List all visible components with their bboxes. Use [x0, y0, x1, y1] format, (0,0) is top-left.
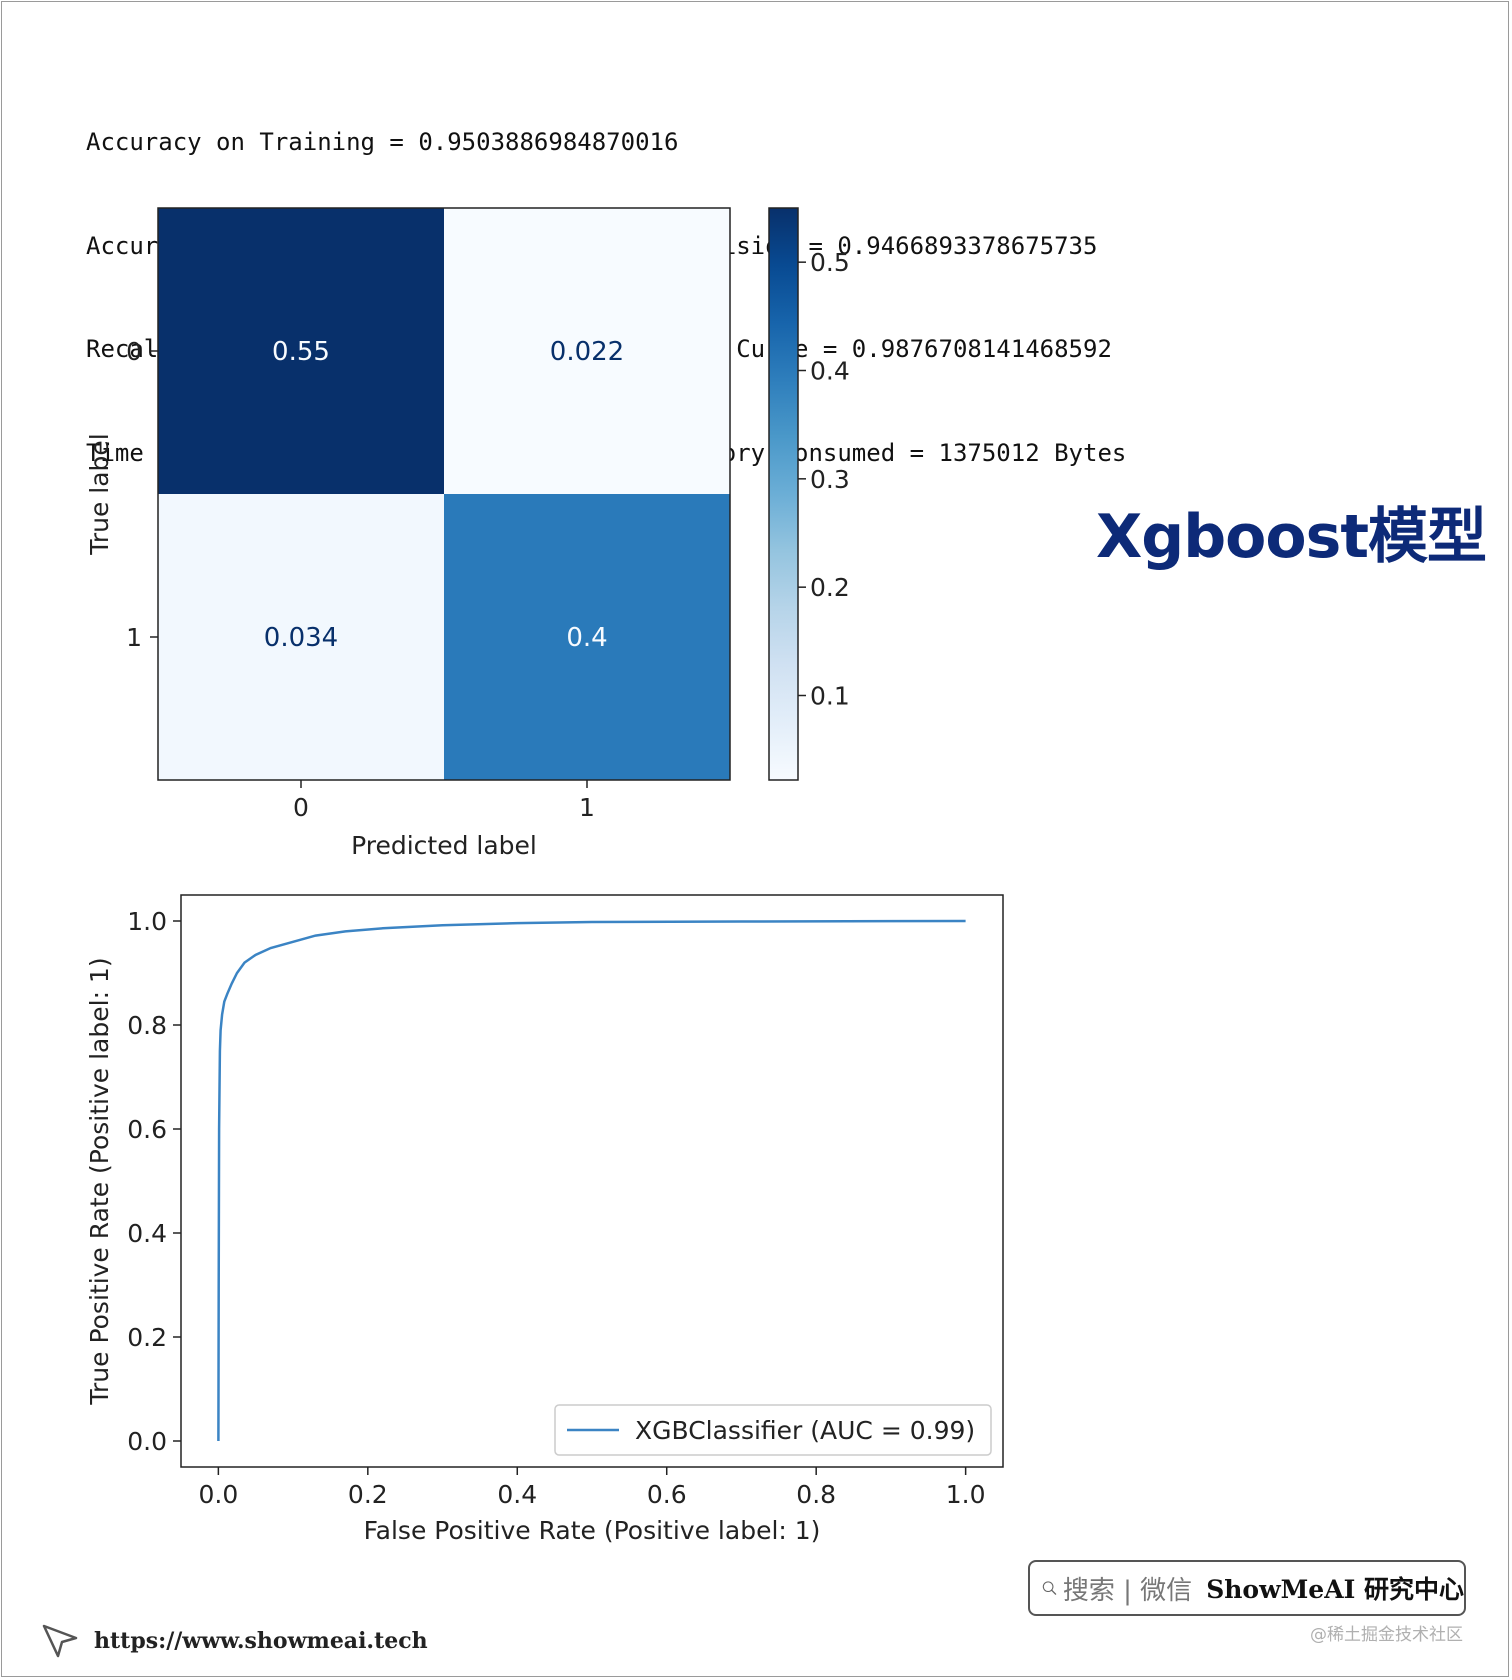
cm-cell-0-1 — [444, 208, 730, 494]
colorbar-tick-label-1: 0.2 — [810, 573, 850, 602]
roc-x-tick-label-3: 0.6 — [647, 1480, 687, 1509]
confusion-matrix-chart: 0.55 0.022 0.034 0.4 0 1 0 1 Predicted label True… — [85, 207, 850, 860]
cm-y-tick-label-1: 1 — [126, 623, 142, 652]
cm-cell-1-1 — [444, 494, 730, 780]
colorbar — [768, 207, 799, 781]
cm-cell-label-0-1: 0.022 — [550, 337, 624, 367]
colorbar-tick-label-4: 0.5 — [810, 248, 850, 277]
brand-search-box: 搜索 | 微信 ShowMeAI 研究中心 — [1028, 1560, 1466, 1616]
search-label: 搜索 | 微信 — [1062, 1575, 1193, 1606]
roc-legend — [554, 1404, 992, 1456]
cm-cell-label-1-1: 0.4 — [566, 623, 607, 653]
metrics-line-1: Accuracy on Training = 0.950388698487001… — [86, 128, 679, 156]
cm-y-tick-label-0: 0 — [126, 337, 142, 366]
roc-plot-frame — [180, 894, 1004, 1468]
cm-x-tick-label-0: 0 — [293, 793, 309, 822]
roc-y-axis-label: True Positive Rate (Positive label: 1) — [85, 957, 114, 1405]
cm-frame — [157, 207, 731, 781]
roc-legend-label: XGBClassifier (AUC = 0.99) — [635, 1416, 975, 1445]
colorbar-tick-label-0: 0.1 — [810, 682, 850, 711]
colorbar-tick-label-2: 0.3 — [810, 465, 850, 494]
model-title: Xgboost模型 — [1096, 502, 1487, 572]
roc-curve-chart: 0.0 0.2 0.4 0.6 0.8 1.0 0.0 0.2 0.4 0.6 0.8 1.0 Fals… — [85, 894, 1004, 1545]
cm-x-tick-label-1: 1 — [579, 793, 595, 822]
roc-x-tick-label-2: 0.4 — [497, 1480, 537, 1509]
watermark: @稀土掘金技术社区 — [1310, 1625, 1463, 1645]
roc-x-tick-label-5: 1.0 — [946, 1480, 986, 1509]
roc-series-line — [217, 919, 966, 1442]
cm-y-axis-label: True label — [85, 433, 114, 556]
cm-cell-label-0-0: 0.55 — [272, 337, 330, 367]
roc-y-tick-label-0: 0.0 — [127, 1427, 167, 1456]
roc-y-tick-label-1: 0.2 — [127, 1323, 167, 1352]
roc-y-tick-label-3: 0.6 — [127, 1115, 167, 1144]
roc-y-tick-label-5: 1.0 — [127, 907, 167, 936]
cursor-icon — [42, 1624, 78, 1658]
brand-name: ShowMeAI 研究中心 — [1206, 1575, 1464, 1604]
roc-y-tick-label-2: 0.4 — [127, 1219, 167, 1248]
site-url: https://www.showmeai.tech — [94, 1628, 428, 1654]
roc-y-tick-label-4: 0.8 — [127, 1011, 167, 1040]
cm-cell-label-1-0: 0.034 — [264, 623, 338, 653]
cm-cell-0-0 — [158, 208, 444, 494]
cm-x-axis-label: Predicted label — [351, 831, 537, 860]
roc-x-axis-label: False Positive Rate (Positive label: 1) — [364, 1516, 821, 1545]
search-icon — [1042, 1581, 1057, 1595]
cm-cell-1-0 — [158, 494, 444, 780]
colorbar-tick-label-3: 0.4 — [810, 357, 850, 386]
roc-x-tick-label-1: 0.2 — [348, 1480, 388, 1509]
roc-x-tick-label-0: 0.0 — [198, 1480, 238, 1509]
roc-x-tick-label-4: 0.8 — [796, 1480, 836, 1509]
